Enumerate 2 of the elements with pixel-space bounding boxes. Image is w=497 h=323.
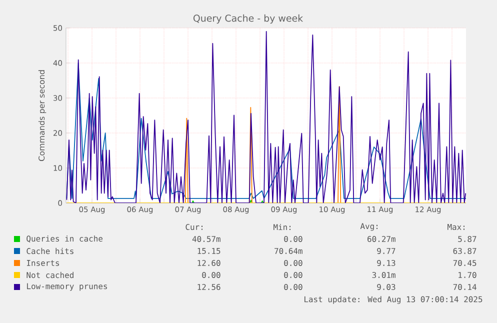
line-series	[66, 31, 466, 203]
chart-title: Query Cache - by week	[193, 14, 304, 24]
